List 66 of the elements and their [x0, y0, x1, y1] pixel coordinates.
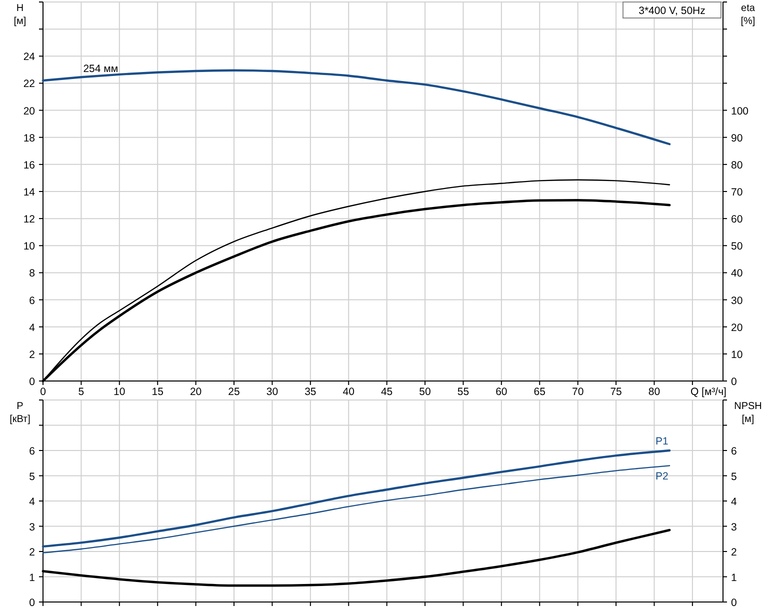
x-tick-label: 75: [610, 386, 622, 398]
y2-tick-label: 80: [731, 159, 743, 172]
y-tick-label: 5: [29, 470, 36, 483]
x-tick-label: 65: [534, 386, 546, 398]
y2-tick-label: 30: [731, 294, 743, 307]
x-tick-label: 45: [380, 386, 393, 398]
y2-tick-label: 20: [731, 322, 743, 334]
y-tick-label: 3: [29, 521, 36, 534]
x-tick-label: 35: [304, 386, 316, 398]
x-tick-label: 80: [648, 386, 660, 398]
series-label: 254 мм: [83, 63, 118, 76]
y-tick-label: 8: [29, 268, 36, 280]
y-tick-label: 1: [29, 572, 36, 584]
y2-tick-label: 1: [731, 572, 737, 584]
y2-tick-label: 100: [731, 105, 749, 118]
y2-tick-label: 40: [731, 268, 743, 280]
y-tick-label: 16: [23, 159, 36, 172]
x-tick-label: 10: [114, 386, 126, 398]
line-series: [42, 449, 671, 548]
series-label: P2: [656, 470, 669, 483]
y-tick-label: 22: [23, 78, 36, 90]
y2-tick-label: 90: [731, 132, 743, 144]
y-tick-label: 2: [29, 546, 36, 558]
y-tick-label: 12: [23, 214, 36, 226]
x-tick-label: 50: [419, 386, 432, 398]
y2-tick-label: 2: [731, 546, 737, 558]
y2-tick-label: 10: [731, 348, 743, 361]
y-axis-title: P [кВт]: [10, 401, 31, 425]
x-tick-label: 40: [342, 386, 355, 398]
y2-tick-label: 70: [731, 186, 743, 198]
x-tick-label: 0: [40, 386, 46, 398]
x-tick-label: 15: [152, 386, 164, 398]
y2-tick-label: 0: [731, 376, 737, 388]
y-tick-label: 6: [29, 294, 36, 307]
y-tick-label: 10: [23, 240, 36, 253]
chart-title: 3*400 V, 50Hz: [638, 5, 706, 17]
y2-tick-label: 4: [731, 496, 737, 508]
y2-tick-label: 60: [731, 214, 743, 226]
x-axis-title: Q [м³/ч]: [690, 386, 727, 398]
y2-tick-label: 50: [731, 240, 743, 253]
y2-axis-title: eta [%]: [740, 3, 756, 27]
y-tick-label: 14: [23, 186, 36, 198]
x-tick-label: 25: [228, 386, 240, 398]
y2-tick-label: 6: [731, 446, 737, 458]
x-tick-label: 30: [266, 386, 278, 398]
series-label: P1: [656, 436, 669, 448]
x-tick-label: 20: [190, 386, 202, 398]
y-tick-label: 2: [29, 348, 36, 361]
y-tick-label: 0: [29, 597, 36, 609]
y-tick-label: 18: [23, 132, 36, 144]
y2-tick-label: 5: [731, 470, 737, 483]
y2-tick-label: 0: [731, 597, 737, 609]
y-tick-label: 4: [29, 322, 36, 334]
y2-tick-label: 3: [731, 521, 737, 534]
x-tick-label: 60: [496, 386, 508, 398]
y-tick-label: 20: [23, 105, 36, 118]
y-tick-label: 24: [23, 51, 36, 64]
y-tick-label: 4: [29, 496, 36, 508]
x-tick-label: 70: [572, 386, 584, 398]
y2-axis-title: NPSH [м]: [734, 401, 762, 425]
y-axis-title: H [м]: [14, 3, 26, 27]
y-tick-label: 6: [29, 446, 36, 458]
line-series: [42, 465, 670, 554]
x-tick-label: 5: [78, 386, 84, 398]
x-tick-label: 55: [457, 386, 470, 398]
y-tick-label: 0: [29, 376, 36, 388]
